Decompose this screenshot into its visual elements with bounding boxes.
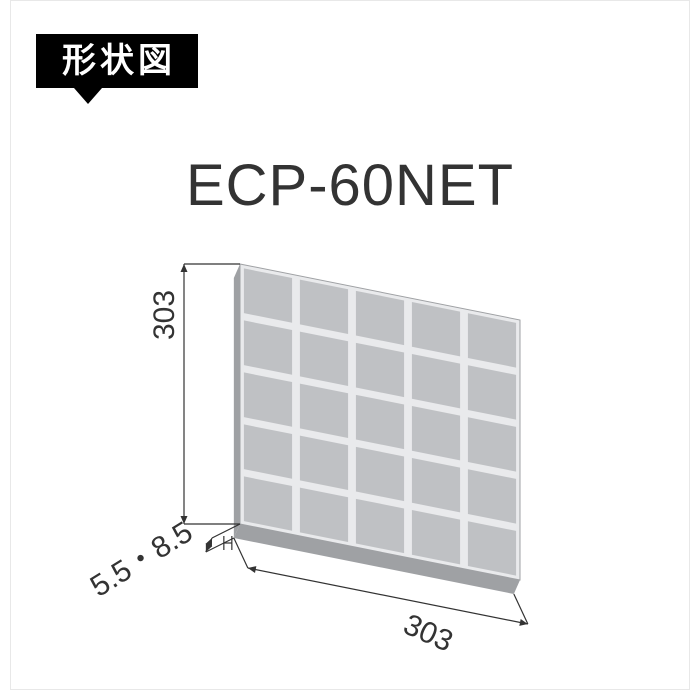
tile-diagram bbox=[0, 250, 700, 700]
shape-badge-label: 形状図 bbox=[36, 34, 198, 88]
shape-badge-arrow-icon bbox=[74, 88, 102, 104]
shape-badge: 形状図 bbox=[36, 34, 198, 104]
tile-diagram-svg bbox=[0, 250, 700, 700]
dim-height-label: 303 bbox=[148, 290, 182, 340]
product-code: ECP-60NET bbox=[0, 152, 700, 219]
